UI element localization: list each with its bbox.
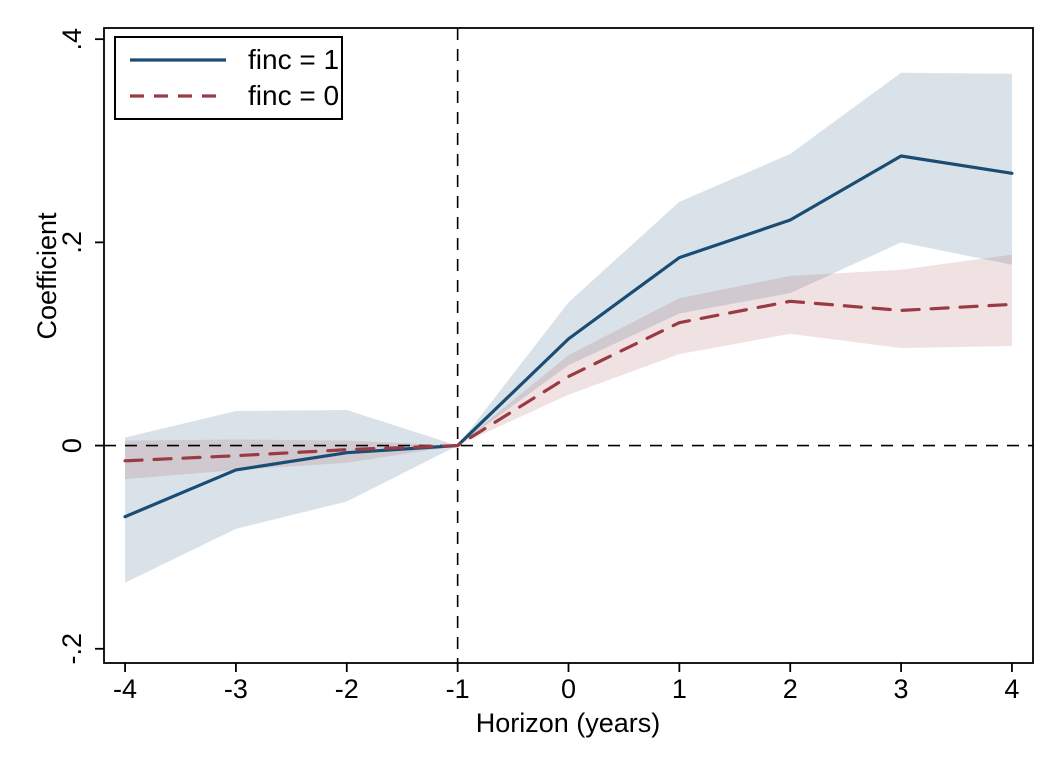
y-tick-label: .4 [57,28,87,51]
x-tick-label: 1 [672,674,687,704]
y-tick-label: .2 [57,231,87,254]
x-tick-label: -2 [335,674,359,704]
x-tick-label: -4 [113,674,137,704]
legend-sample-finc1 [130,58,226,62]
legend-sample-finc0 [130,94,226,98]
x-tick-label: 3 [894,674,909,704]
x-tick-label: 0 [561,674,576,704]
x-tick-label: -3 [224,674,248,704]
y-tick-label: -.2 [57,633,87,665]
series-line-finc0 [123,299,1014,463]
y-tick-label: 0 [57,438,87,453]
legend-item-finc1: finc = 1 [128,45,341,75]
x-axis-title: Horizon (years) [476,708,661,738]
legend-label-finc0: finc = 0 [248,80,340,111]
x-tick-label: -1 [446,674,470,704]
chart-layers: .4 .2 0 -.2 -4 -3 -2 -1 0 1 2 3 4 [57,27,1034,704]
confidence-band-finc1 [125,72,1012,583]
x-tick-label: 4 [1004,674,1019,704]
y-axis-title: Coefficient [32,212,62,340]
series-line-finc1 [123,154,1014,519]
chart-legend: finc = 1 finc = 0 [114,36,343,120]
legend-label-finc1: finc = 1 [248,44,340,75]
confidence-band-finc0 [125,254,1012,480]
legend-item-finc0: finc = 0 [128,81,341,111]
x-tick-label: 2 [783,674,798,704]
